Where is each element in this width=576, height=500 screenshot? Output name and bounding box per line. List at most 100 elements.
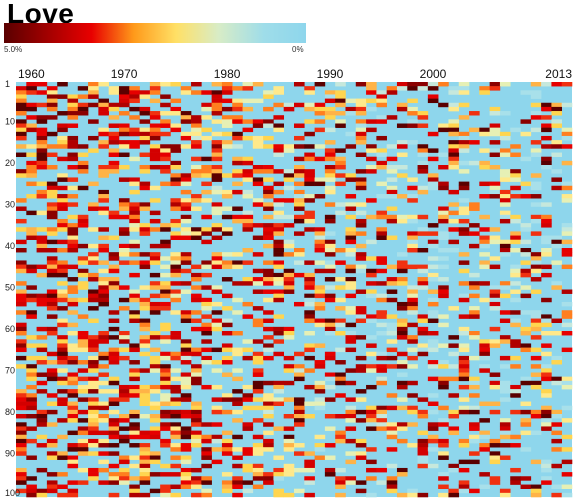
heatmap-cell <box>304 414 315 419</box>
heatmap-cell <box>180 447 192 452</box>
heatmap-cell <box>283 335 295 340</box>
heatmap-cell <box>129 414 140 419</box>
heatmap-cell <box>273 293 285 299</box>
heatmap-cell <box>16 152 27 157</box>
heatmap-cell <box>149 331 161 336</box>
heatmap-cell <box>366 414 377 419</box>
heatmap-cell <box>489 297 501 303</box>
heatmap-cell <box>386 218 398 224</box>
heatmap-cell <box>88 293 99 299</box>
heatmap-cell <box>345 231 357 236</box>
heatmap-cell <box>366 368 377 373</box>
y-tick-label: 70 <box>5 365 15 375</box>
heatmap-cell <box>180 434 192 440</box>
heatmap-cell <box>407 248 418 253</box>
heatmap-cell <box>345 339 357 344</box>
heatmap-cell <box>26 476 37 481</box>
heatmap-cell <box>57 451 68 456</box>
heatmap-cell <box>26 297 37 303</box>
heatmap-cell <box>376 418 387 423</box>
heatmap-cell <box>469 293 480 299</box>
heatmap-cell <box>396 472 408 477</box>
heatmap-cell <box>242 463 254 469</box>
heatmap-cell <box>448 488 460 494</box>
heatmap-cell <box>67 289 79 294</box>
heatmap-cell <box>108 285 120 290</box>
heatmap-cell <box>417 397 429 402</box>
heatmap-cell <box>170 223 182 228</box>
heatmap-cell <box>16 102 27 108</box>
heatmap-cell <box>427 173 439 178</box>
heatmap-cell <box>314 102 326 108</box>
heatmap-cell <box>191 277 202 282</box>
heatmap-cell <box>273 455 285 460</box>
heatmap-cell <box>57 297 68 303</box>
heatmap-cell <box>16 422 27 427</box>
heatmap-cell <box>366 156 377 162</box>
heatmap-cell <box>98 355 109 361</box>
heatmap-cell <box>221 106 233 112</box>
heatmap-cell <box>191 131 202 137</box>
heatmap-cell <box>191 430 202 436</box>
heatmap-cell <box>273 389 285 394</box>
heatmap-cell <box>386 447 398 452</box>
heatmap-cell <box>427 364 439 369</box>
heatmap-cell <box>376 152 387 157</box>
heatmap-cell <box>16 480 27 485</box>
heatmap-cell <box>345 293 357 299</box>
heatmap-cell <box>118 202 130 207</box>
heatmap-cell <box>180 289 192 294</box>
heatmap-cell <box>366 165 377 170</box>
heatmap-cell <box>458 86 470 91</box>
heatmap-cell <box>541 409 552 415</box>
heatmap-cell <box>221 119 233 124</box>
heatmap-cell <box>376 194 387 199</box>
heatmap-cell <box>118 455 130 460</box>
heatmap-cell <box>304 169 315 174</box>
heatmap-cell <box>355 318 367 323</box>
heatmap-cell <box>469 243 480 249</box>
heatmap-cell <box>180 252 192 257</box>
heatmap-cell <box>499 131 511 137</box>
heatmap-cell <box>294 409 305 415</box>
heatmap-cell <box>139 169 151 174</box>
heatmap-cell <box>211 90 223 95</box>
heatmap-cell <box>386 488 398 494</box>
heatmap-cell <box>252 360 264 365</box>
heatmap-cell <box>252 268 264 274</box>
heatmap-cell <box>489 372 501 377</box>
heatmap-cell <box>417 165 429 170</box>
heatmap-cell <box>499 418 511 423</box>
heatmap-cell <box>201 285 212 290</box>
heatmap-cell <box>252 202 264 207</box>
heatmap-cell <box>46 297 58 303</box>
heatmap-cell <box>232 135 243 141</box>
heatmap-cell <box>499 82 511 87</box>
heatmap-cell <box>98 127 109 133</box>
heatmap-cell <box>98 443 109 448</box>
heatmap-cell <box>510 467 521 473</box>
heatmap-cell <box>294 422 305 427</box>
heatmap-cell <box>160 393 171 398</box>
heatmap-cell <box>242 355 254 361</box>
heatmap-cell <box>46 189 58 195</box>
heatmap-cell <box>530 364 542 369</box>
heatmap-cell <box>376 231 387 236</box>
heatmap-cell <box>67 409 79 415</box>
heatmap-cell <box>191 351 202 357</box>
heatmap-cell <box>427 148 439 153</box>
heatmap-cell <box>16 414 27 419</box>
heatmap-cell <box>520 252 532 257</box>
heatmap-cell <box>314 156 326 162</box>
heatmap-cell <box>335 467 346 473</box>
heatmap-cell <box>469 331 480 336</box>
heatmap-cell <box>108 310 120 315</box>
heatmap-cell <box>57 140 68 145</box>
heatmap-cell <box>396 86 408 91</box>
heatmap-cell <box>541 272 552 278</box>
heatmap-cell <box>139 306 151 311</box>
heatmap-cell <box>129 140 140 145</box>
heatmap-cell <box>160 351 171 357</box>
heatmap-cell <box>458 331 470 336</box>
